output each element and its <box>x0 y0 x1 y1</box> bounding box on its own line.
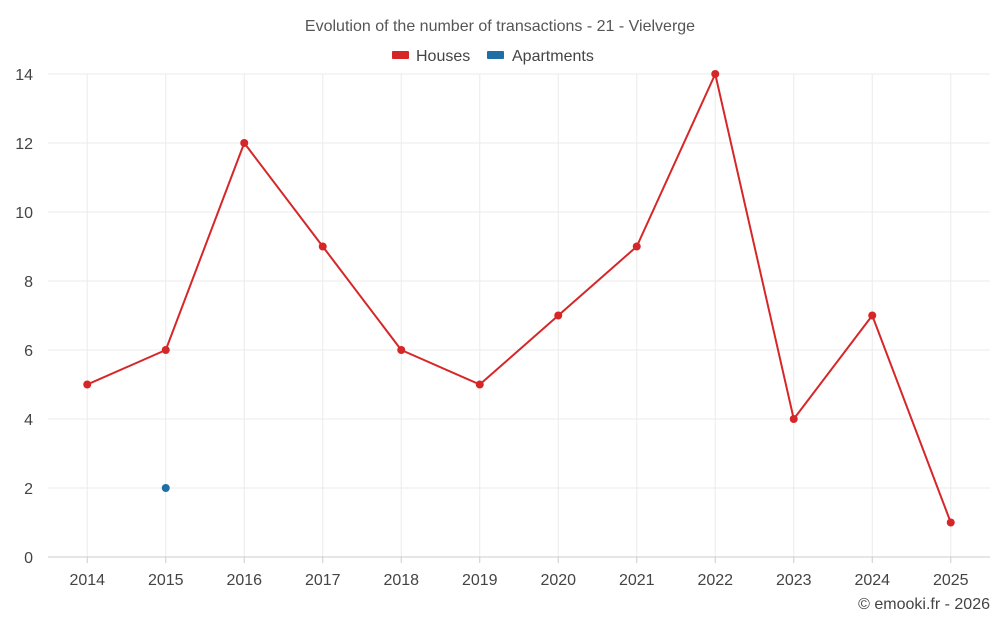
data-point-houses[interactable] <box>318 242 327 251</box>
x-tick-label: 2020 <box>540 572 576 589</box>
y-tick-label: 10 <box>15 205 33 222</box>
y-tick-label: 12 <box>15 136 33 153</box>
data-point-houses[interactable] <box>946 518 955 527</box>
data-point-houses[interactable] <box>240 139 249 147</box>
data-point-houses[interactable] <box>83 380 92 389</box>
x-tick-label: 2018 <box>383 572 419 589</box>
series <box>83 70 955 527</box>
x-tick-label: 2017 <box>305 572 341 589</box>
data-point-houses[interactable] <box>868 311 877 320</box>
legend: Houses Apartments <box>392 48 594 65</box>
y-tick-label: 0 <box>24 550 33 567</box>
legend-swatch-houses <box>392 51 409 59</box>
y-tick-label: 4 <box>24 412 33 429</box>
legend-swatch-apartments <box>487 51 504 59</box>
credit-text: © emooki.fr - 2026 <box>858 596 990 613</box>
data-point-houses[interactable] <box>397 346 406 354</box>
axes: 0 2 4 6 8 10 12 14 2014 2015 2016 2017 2018 2019 2020 2… <box>15 67 990 589</box>
data-point-houses[interactable] <box>632 242 641 251</box>
chart-title: Evolution of the number of transactions … <box>305 18 695 35</box>
data-point-houses[interactable] <box>475 380 484 389</box>
y-tick-label: 2 <box>24 481 33 498</box>
x-tick-label: 2021 <box>619 572 655 589</box>
data-point-houses[interactable] <box>554 311 563 320</box>
data-point-houses[interactable] <box>161 346 170 354</box>
x-tick-label: 2019 <box>462 572 498 589</box>
series-houses <box>83 70 955 527</box>
legend-label-houses[interactable]: Houses <box>416 48 470 65</box>
x-tick-label: 2015 <box>148 572 184 589</box>
x-tick-label: 2014 <box>69 572 105 589</box>
y-tick-label: 8 <box>24 274 33 291</box>
y-tick-label: 14 <box>15 67 33 84</box>
data-point-houses[interactable] <box>711 70 720 78</box>
series-line-houses <box>86 73 952 523</box>
x-tick-label: 2025 <box>933 572 969 589</box>
y-tick-label: 6 <box>24 343 33 360</box>
legend-label-apartments[interactable]: Apartments <box>512 48 594 65</box>
data-point-apartments[interactable] <box>161 484 170 492</box>
series-apartments <box>161 484 170 492</box>
x-tick-label: 2016 <box>226 572 262 589</box>
x-tick-label: 2024 <box>854 572 890 589</box>
grid <box>48 73 990 557</box>
x-tick-label: 2022 <box>697 572 733 589</box>
x-tick-label: 2023 <box>776 572 812 589</box>
data-point-houses[interactable] <box>789 415 798 423</box>
